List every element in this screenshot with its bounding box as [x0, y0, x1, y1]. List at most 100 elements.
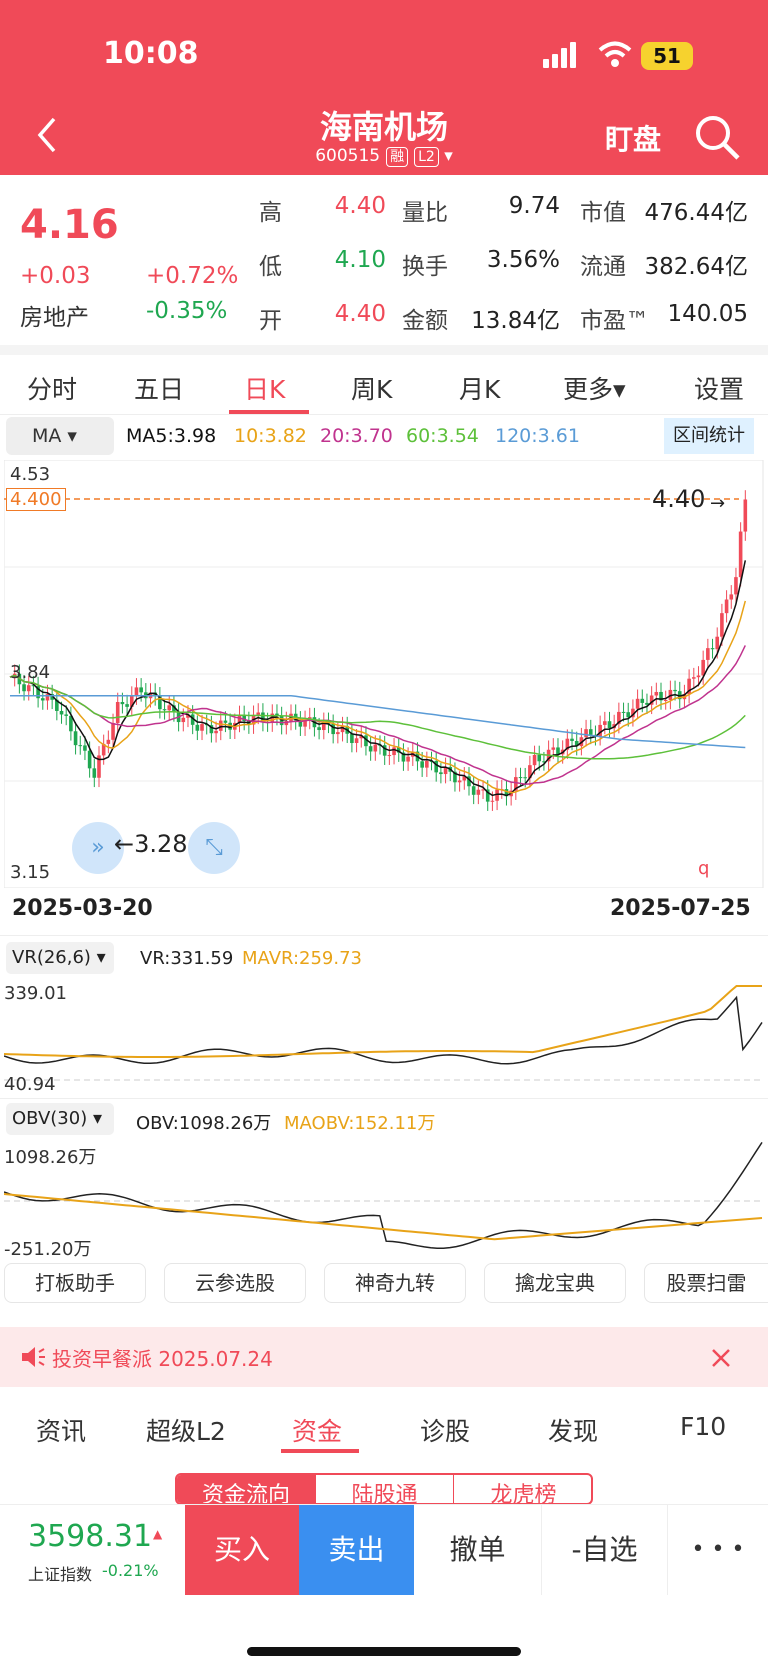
candle-body [406, 756, 410, 762]
tab-discover[interactable]: 发现 [548, 1417, 599, 1446]
obv-selector[interactable]: OBV(30) ▾ [6, 1103, 114, 1135]
ma-selector[interactable]: MA ▾ [6, 417, 114, 455]
sell-button[interactable]: 卖出 [299, 1505, 414, 1595]
candle-body [598, 724, 602, 737]
candle-body [36, 686, 40, 699]
fund-subtabs: 资金流向 陆股通 龙虎榜 [175, 1473, 593, 1505]
tab-five-day[interactable]: 五日 [134, 375, 185, 404]
tab-intraday[interactable]: 分时 [27, 375, 78, 404]
pe-value: 140.05 [667, 301, 748, 327]
subtab-fund-flow[interactable]: 资金流向 [177, 1475, 315, 1503]
tool-limit-up-assistant[interactable]: 打板助手 [4, 1263, 146, 1303]
watch-button[interactable]: 盯盘 [605, 123, 662, 156]
trade-bar: 3598.31 ▲ 上证指数 -0.21% 买入 卖出 撤单 -自选 • • • [0, 1504, 768, 1669]
candle-body [125, 704, 129, 707]
scroll-left-icon[interactable]: » [72, 822, 124, 874]
candle-body [256, 712, 261, 715]
candle-body [691, 677, 696, 679]
subtab-dragon-tiger[interactable]: 龙虎榜 [453, 1475, 591, 1503]
ma20-value: 20:3.70 [320, 425, 393, 447]
vr-y-top: 339.01 [4, 983, 67, 1004]
volume-ratio-value: 9.74 [508, 193, 560, 219]
candle-body [214, 730, 218, 734]
low-marker: 3.28 [134, 830, 188, 858]
tab-monthly-k[interactable]: 月K [459, 375, 501, 404]
pe-label: 市盈™ [580, 308, 649, 334]
battery-icon: 51 [641, 42, 693, 70]
index-value[interactable]: 3598.31 [28, 1519, 153, 1554]
tab-f10[interactable]: F10 [680, 1412, 727, 1441]
close-icon[interactable] [710, 1347, 732, 1369]
candle-body [237, 714, 242, 723]
vr-line [4, 995, 763, 1065]
margin-badge: 融 [386, 147, 409, 167]
candle-body [354, 738, 359, 744]
candle-body [92, 768, 97, 778]
search-icon[interactable] [693, 113, 743, 163]
level2-badge: L2 [414, 147, 439, 167]
candle-body [734, 577, 738, 595]
candle-body [570, 738, 574, 741]
market-cap-value: 476.44亿 [644, 200, 748, 226]
tab-more[interactable]: 更多▾ [563, 375, 626, 404]
tab-daily-k[interactable]: 日K [244, 375, 286, 404]
y-axis-mid: 3.84 [10, 662, 51, 683]
candle-body [382, 745, 387, 756]
price-line-label: 4.400 [6, 488, 66, 511]
tab-settings[interactable]: 设置 [694, 375, 745, 404]
buy-button[interactable]: 买入 [185, 1505, 299, 1595]
tool-stock-picker[interactable]: 云参选股 [164, 1263, 306, 1303]
candle-body [523, 777, 527, 779]
ma-line [9, 600, 747, 794]
tab-diagnosis[interactable]: 诊股 [420, 1417, 471, 1446]
zoom-icon[interactable]: ⤡ [188, 822, 240, 874]
stock-code: 600515 [315, 146, 381, 166]
sector-name[interactable]: 房地产 [20, 305, 89, 331]
open-label: 开 [259, 308, 282, 334]
cancel-order-button[interactable]: 撤单 [414, 1505, 542, 1595]
back-icon[interactable] [34, 115, 60, 155]
tool-magic-nine[interactable]: 神奇九转 [324, 1263, 466, 1303]
candle-body [129, 695, 134, 707]
stock-code-line[interactable]: 600515 融 L2 ▾ [0, 146, 768, 167]
candle-body [336, 732, 340, 735]
kline-chart[interactable]: 4.53 4.400 4.40 → 3.84 3.15 » ←3.28 ⤡ q [3, 459, 764, 889]
candle-body [635, 698, 640, 709]
subtab-northbound[interactable]: 陆股通 [315, 1475, 453, 1503]
tab-funds[interactable]: 资金 [292, 1417, 343, 1446]
candle-body [298, 720, 303, 727]
market-cap-label: 市值 [580, 200, 626, 226]
candle-body [565, 738, 570, 750]
candle-body [574, 740, 579, 747]
tab-weekly-k[interactable]: 周K [351, 375, 393, 404]
vr-y-bottom: 40.94 [4, 1074, 56, 1095]
news-banner[interactable]: 投资早餐派 2025.07.24 [0, 1327, 768, 1387]
divider [0, 345, 768, 355]
chevron-down-icon: ▾ [61, 425, 77, 447]
candle-body [153, 692, 157, 697]
candle-body [439, 772, 443, 775]
candle-body [654, 691, 659, 696]
tool-risk-scanner[interactable]: 股票扫雷 [644, 1263, 768, 1303]
remove-watchlist-button[interactable]: -自选 [542, 1505, 668, 1595]
wifi-icon [598, 41, 632, 67]
vr-selector[interactable]: VR(26,6) ▾ [6, 942, 114, 974]
tab-super-l2[interactable]: 超级L2 [146, 1417, 226, 1446]
candle-body [134, 687, 139, 696]
low-value: 4.10 [334, 247, 386, 273]
interval-stats-button[interactable]: 区间统计 [664, 418, 754, 454]
candle-body [340, 726, 345, 733]
candle-body [69, 715, 73, 732]
ma-selector-label: MA [32, 425, 62, 447]
more-icon[interactable]: • • • [691, 1537, 745, 1562]
index-pct: -0.21% [102, 1561, 159, 1580]
tool-dragon-guide[interactable]: 擒龙宝典 [484, 1263, 626, 1303]
candle-body [200, 724, 204, 731]
obv-value: OBV:1098.26万 [136, 1113, 272, 1134]
candle-body [453, 771, 457, 783]
candle-body [588, 729, 593, 735]
candle-body [303, 719, 307, 727]
q-marker: q [698, 858, 710, 879]
tab-news[interactable]: 资讯 [36, 1417, 87, 1446]
candle-body [420, 761, 424, 768]
